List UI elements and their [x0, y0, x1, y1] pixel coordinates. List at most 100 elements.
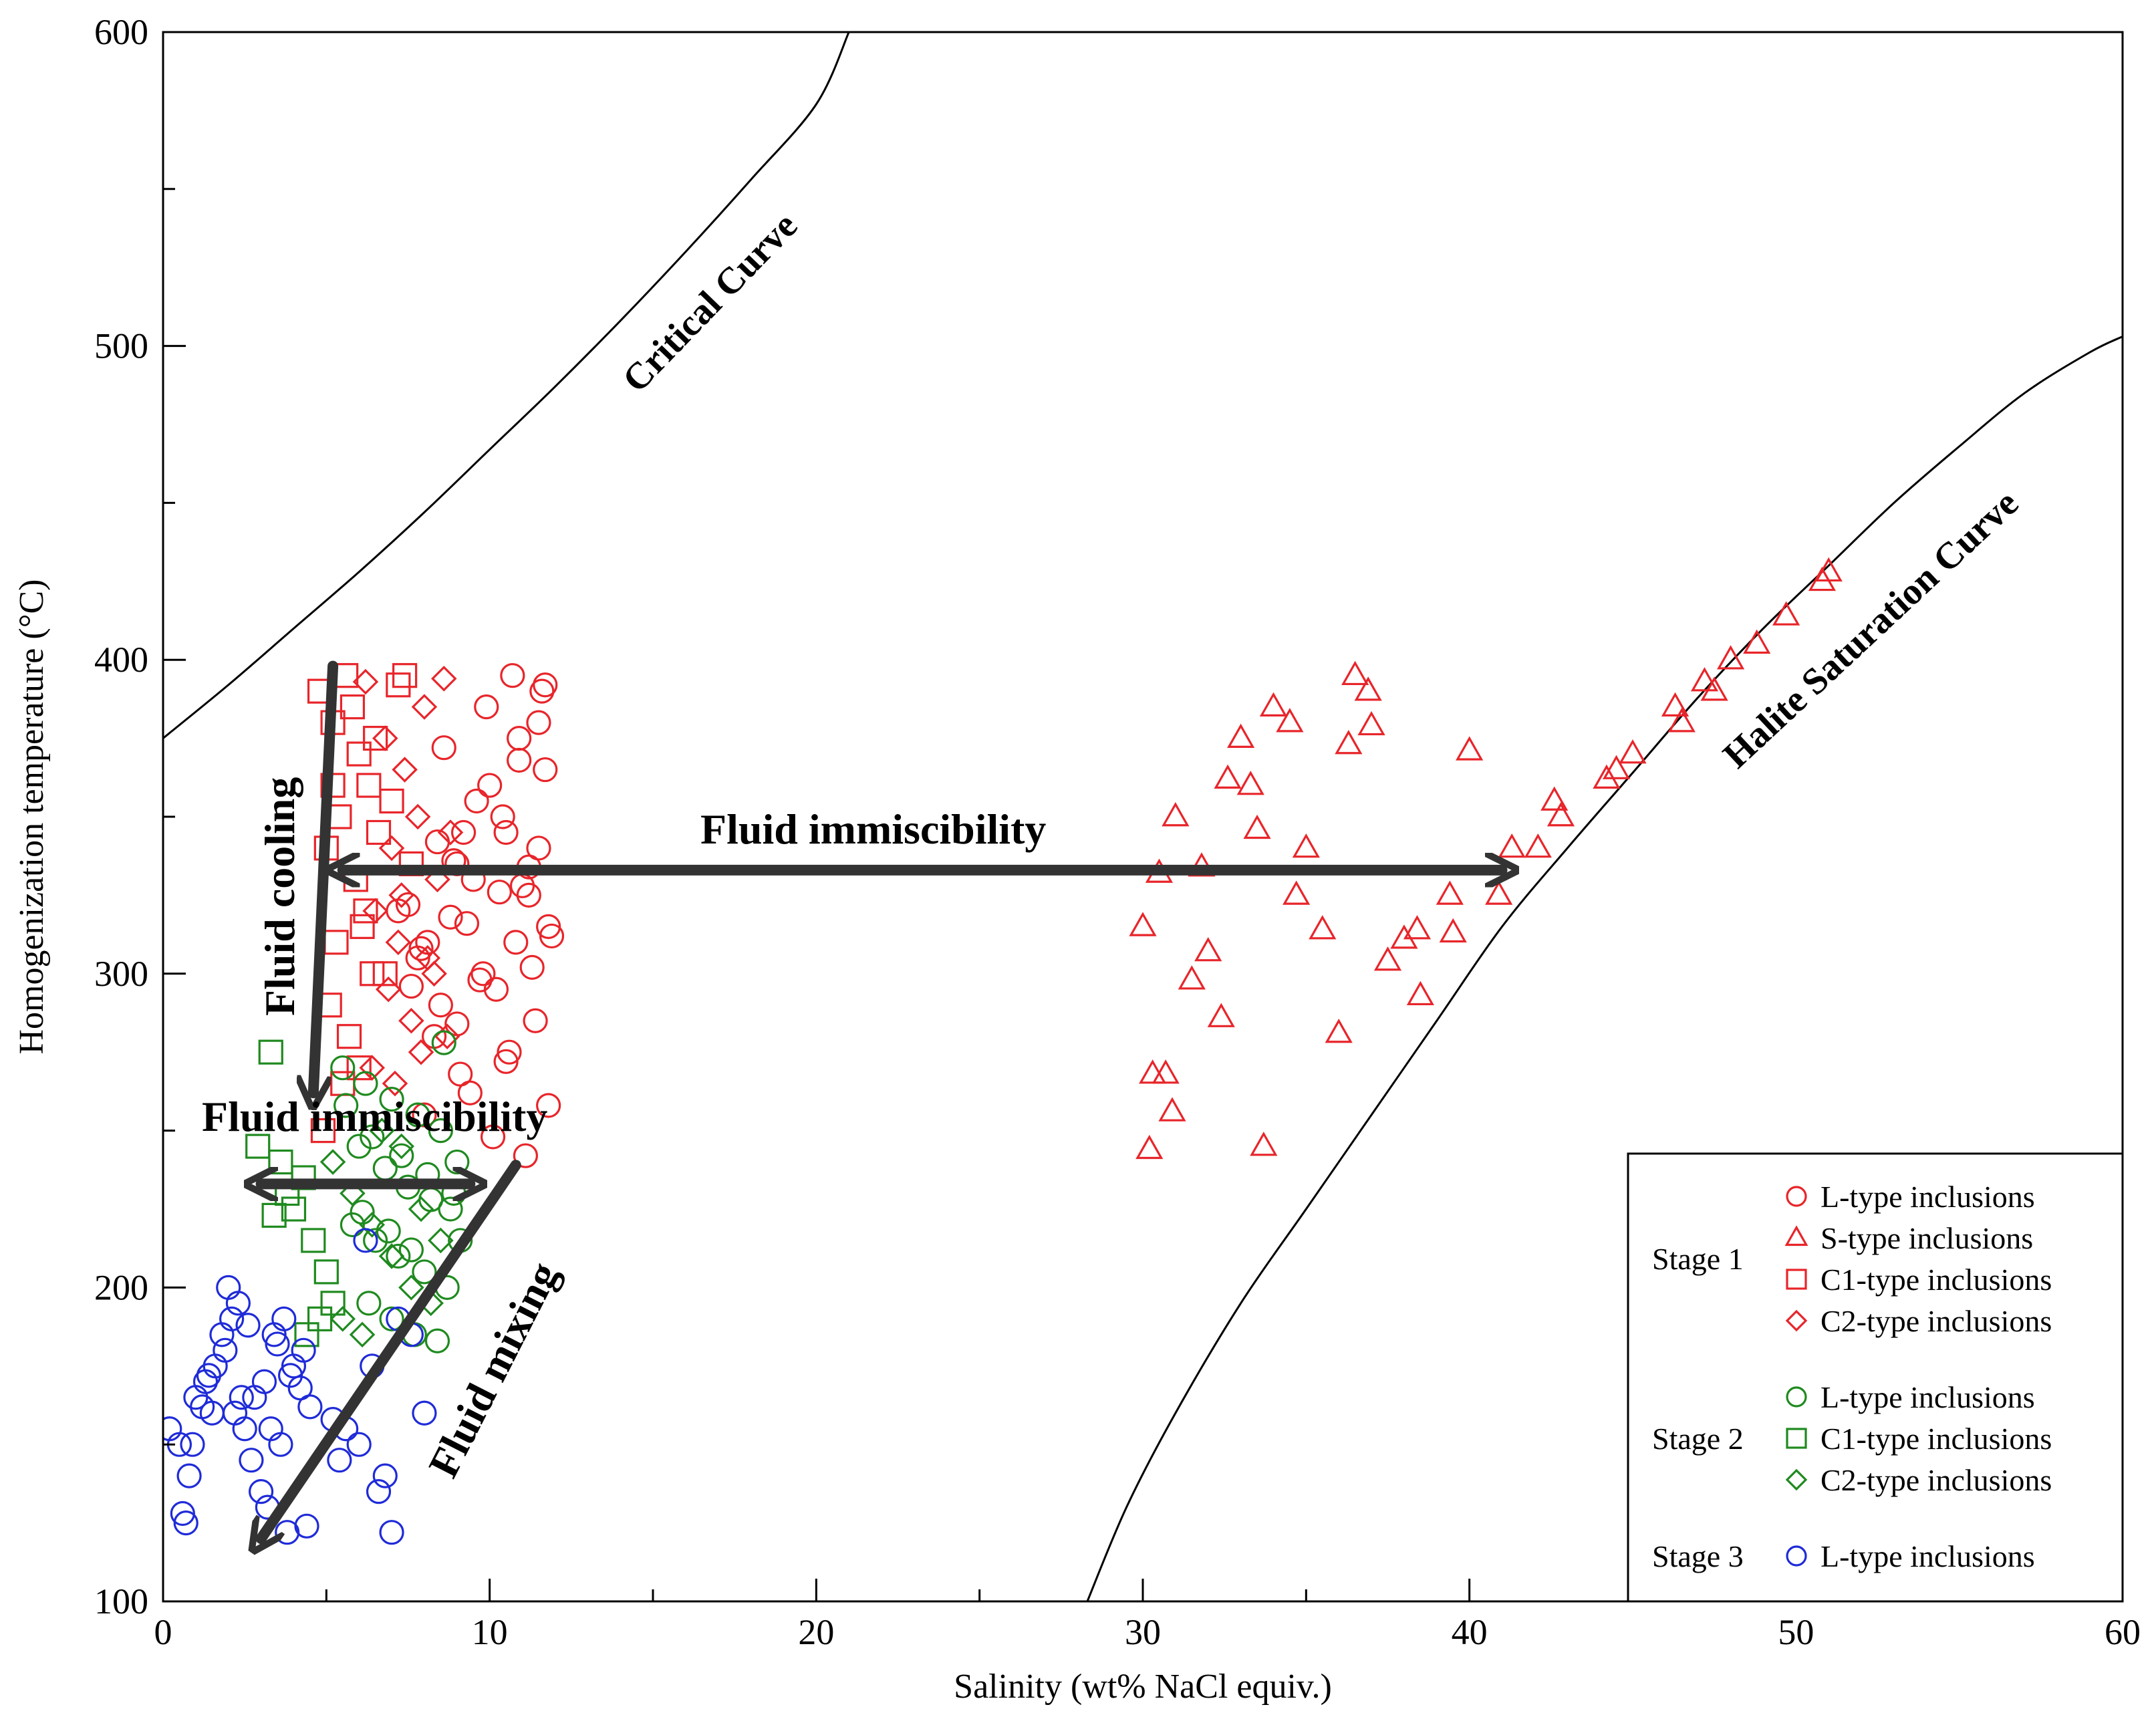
data-point	[229, 1385, 254, 1410]
data-point	[1325, 1019, 1353, 1043]
data-point	[209, 1322, 235, 1347]
data-point	[1283, 880, 1311, 905]
series-stage1-circle	[386, 663, 565, 1168]
data-point	[307, 1306, 333, 1331]
data-point	[359, 1212, 386, 1238]
data-point	[268, 1432, 293, 1457]
data-point	[490, 804, 515, 829]
data-point	[1700, 676, 1728, 701]
data-point	[411, 694, 438, 720]
data-point	[1403, 915, 1432, 940]
legend-box	[1627, 1152, 2124, 1603]
data-point	[1152, 1059, 1180, 1084]
data-point	[242, 1385, 267, 1410]
data-point	[329, 1306, 356, 1332]
data-point	[199, 1400, 225, 1426]
data-point	[1814, 557, 1843, 582]
y-tick-label: 400	[94, 640, 148, 680]
data-point	[360, 1124, 385, 1150]
y-axis-title: Homogenization temperature (°C)	[13, 579, 51, 1055]
data-point	[428, 1117, 453, 1144]
data-point	[1335, 730, 1363, 755]
data-point	[349, 1321, 376, 1348]
legend-marker	[1786, 1428, 1807, 1449]
data-point	[1158, 1097, 1186, 1122]
data-point	[398, 973, 424, 999]
data-point	[297, 1394, 323, 1420]
legend-entry-label: C1-type inclusions	[1821, 1422, 2052, 1456]
data-point	[249, 1479, 274, 1504]
y-tick-label: 300	[94, 954, 148, 994]
legend-stage-label: Stage 2	[1652, 1422, 1744, 1456]
data-point	[379, 788, 404, 814]
data-point	[363, 1228, 388, 1253]
data-point	[216, 1275, 241, 1301]
data-point	[1593, 764, 1621, 789]
data-point	[386, 672, 411, 698]
y-tick-label: 100	[94, 1581, 148, 1621]
data-point	[404, 803, 431, 830]
data-point	[180, 1432, 205, 1457]
data-point	[438, 904, 463, 930]
legend-marker	[1786, 1186, 1807, 1207]
data-point	[310, 1117, 336, 1144]
data-point	[1309, 915, 1337, 940]
data-point	[251, 1369, 277, 1394]
fluid-mixing-label: Fluid mixing	[419, 1255, 567, 1484]
data-point	[346, 1134, 372, 1159]
data-point	[1162, 802, 1190, 827]
data-point	[346, 1432, 372, 1457]
data-point	[277, 1363, 303, 1388]
data-point	[363, 725, 388, 751]
data-point	[291, 1337, 316, 1363]
data-point	[353, 1071, 378, 1096]
series-stage2-diamond	[319, 1117, 454, 1348]
data-point	[1619, 739, 1647, 764]
data-point	[235, 1313, 261, 1338]
data-point	[474, 694, 499, 720]
data-point	[379, 1520, 404, 1545]
x-tick-label: 50	[1778, 1612, 1814, 1652]
legend-entry-label: L-type inclusions	[1821, 1380, 2035, 1414]
data-point	[526, 710, 551, 735]
data-point	[513, 1143, 539, 1168]
data-point	[415, 930, 440, 955]
data-point	[379, 1306, 404, 1331]
data-point	[412, 1102, 437, 1128]
data-point	[336, 1024, 362, 1049]
data-point	[1194, 936, 1222, 962]
data-point	[386, 1243, 411, 1269]
data-point	[1227, 723, 1255, 748]
data-point	[430, 666, 457, 692]
data-point	[1178, 965, 1206, 990]
data-point	[480, 1124, 506, 1150]
data-point	[258, 1416, 283, 1442]
data-point	[239, 1448, 264, 1473]
data-point	[258, 1039, 283, 1065]
legend-entry-label: L-type inclusions	[1821, 1539, 2035, 1573]
data-point	[1292, 833, 1320, 858]
data-point	[294, 1513, 319, 1539]
data-point	[375, 976, 402, 1003]
x-tick-label: 20	[798, 1612, 834, 1652]
data-point	[424, 1328, 450, 1353]
data-point	[359, 1055, 386, 1081]
data-point	[454, 911, 480, 936]
data-point	[372, 1463, 398, 1488]
data-point	[388, 882, 414, 908]
data-point	[438, 1196, 463, 1222]
data-point	[1540, 786, 1569, 811]
data-point	[533, 672, 558, 698]
data-point	[1250, 1132, 1278, 1156]
data-point	[431, 1030, 456, 1055]
data-point	[1602, 755, 1631, 779]
data-point	[1524, 833, 1552, 858]
data-point	[1373, 946, 1402, 971]
data-point	[346, 741, 372, 767]
data-point	[1207, 1003, 1235, 1027]
data-point	[388, 1133, 414, 1160]
data-point	[268, 1149, 293, 1175]
legend-entry-label: C1-type inclusions	[1821, 1263, 2052, 1297]
data-point	[1717, 645, 1745, 670]
data-point	[493, 819, 519, 845]
